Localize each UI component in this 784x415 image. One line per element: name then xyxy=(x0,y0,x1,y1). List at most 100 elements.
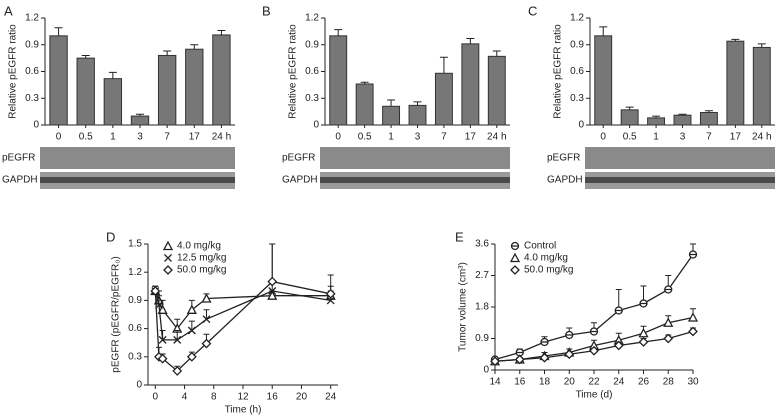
bar xyxy=(355,83,374,126)
error-bar xyxy=(136,113,144,117)
bar xyxy=(620,109,639,126)
x-tick-label: 18 xyxy=(539,377,551,388)
x-tick-label: 3 xyxy=(415,132,421,143)
error-bar xyxy=(731,38,740,42)
bar xyxy=(76,57,95,126)
data-point xyxy=(540,337,549,347)
data-point xyxy=(325,288,336,299)
y-tick-label: 2.7 xyxy=(475,270,489,281)
y-tick-label: 0 xyxy=(136,380,142,391)
y-axis-title: Relative pEGFR ratio xyxy=(288,24,299,119)
panel-label: E xyxy=(455,229,464,244)
y-tick-label: 0 xyxy=(33,120,39,131)
error-bar xyxy=(625,106,634,110)
data-point xyxy=(157,304,168,314)
blot-band xyxy=(40,177,235,183)
error-bar xyxy=(217,29,226,35)
data-point xyxy=(638,337,649,347)
x-tick-label: 0 xyxy=(600,132,606,143)
data-point xyxy=(664,285,673,294)
blot-image xyxy=(320,147,510,169)
bar xyxy=(594,35,613,126)
x-tick-label: 0 xyxy=(335,132,341,143)
data-point xyxy=(157,353,168,364)
x-tick-label: 24 xyxy=(325,392,337,403)
x-tick-label: 22 xyxy=(588,377,600,388)
data-point xyxy=(202,315,211,324)
x-tick-label: 24 h xyxy=(752,132,771,143)
data-point xyxy=(639,299,648,308)
x-tick-label: 0.5 xyxy=(79,132,93,143)
y-tick-label: 0 xyxy=(313,120,319,131)
bar xyxy=(103,78,123,126)
blot-label: GAPDH xyxy=(282,175,318,186)
data-point xyxy=(688,250,698,259)
x-tick-label: 17 xyxy=(189,132,201,143)
bar xyxy=(647,117,666,126)
y-tick-label: 1.2 xyxy=(305,13,319,24)
x-tick-label: 12 xyxy=(237,392,249,403)
y-tick-label: 0.6 xyxy=(305,66,319,77)
x-tick-label: 3 xyxy=(137,132,143,143)
data-point xyxy=(663,333,674,344)
bar xyxy=(726,40,745,126)
data-point xyxy=(150,286,161,296)
error-bar xyxy=(203,309,210,320)
bar xyxy=(461,43,480,126)
panel-label: B xyxy=(262,3,271,18)
blot-label: GAPDH xyxy=(547,175,583,186)
bar xyxy=(49,35,68,126)
legend-label: Control xyxy=(524,241,556,252)
x-tick-label: 17 xyxy=(730,132,742,143)
y-tick-label: 1.8 xyxy=(475,302,489,313)
error-bar xyxy=(599,26,608,36)
x-tick-label: 16 xyxy=(514,377,526,388)
data-point xyxy=(564,349,575,360)
error-bar xyxy=(678,113,687,116)
error-bar xyxy=(159,329,166,340)
data-point xyxy=(687,312,699,322)
data-point xyxy=(172,365,183,376)
bar xyxy=(157,54,177,126)
y-tick-label: 1.5 xyxy=(128,239,142,250)
bar xyxy=(434,72,453,126)
x-tick-label: 1 xyxy=(653,132,659,143)
data-point xyxy=(187,326,196,335)
bar xyxy=(212,34,231,126)
legend-marker xyxy=(162,240,174,251)
y-tick-label: 1.2 xyxy=(570,13,584,24)
x-axis-title: Time (d) xyxy=(576,390,613,401)
error-bar xyxy=(704,110,713,113)
y-tick-label: 0 xyxy=(483,365,489,376)
x-tick-label: 0.5 xyxy=(623,132,637,143)
x-tick-label: 24 xyxy=(613,377,625,388)
y-tick-label: 0.9 xyxy=(570,39,584,50)
series-line xyxy=(154,290,331,341)
legend-marker xyxy=(509,252,521,263)
data-point xyxy=(186,351,197,362)
legend-label: 12.5 mg/kg xyxy=(177,253,226,264)
error-bar xyxy=(466,38,475,44)
x-tick-label: 30 xyxy=(687,377,699,388)
y-tick-label: 0.9 xyxy=(25,39,39,50)
legend-label: 50.0 mg/kg xyxy=(177,265,226,276)
bar xyxy=(487,55,506,126)
x-tick-label: 8 xyxy=(211,392,217,403)
y-tick-label: 3.6 xyxy=(475,239,489,250)
data-point xyxy=(158,335,167,344)
y-tick-label: 0.3 xyxy=(25,93,39,104)
y-tick-label: 0.6 xyxy=(570,66,584,77)
y-tick-label: 1.2 xyxy=(25,13,39,24)
x-tick-label: 16 xyxy=(267,392,279,403)
blot-band xyxy=(585,177,775,183)
x-tick-label: 0.5 xyxy=(358,132,372,143)
data-point xyxy=(613,340,624,351)
blot-label: pEGFR xyxy=(2,153,35,164)
x-tick-label: 24 h xyxy=(212,132,231,143)
series-line xyxy=(154,280,331,372)
x-tick-label: 20 xyxy=(296,392,308,403)
error-bar xyxy=(269,243,276,282)
x-tick-label: 17 xyxy=(465,132,477,143)
panel-label: C xyxy=(528,3,537,18)
bar xyxy=(382,105,401,126)
